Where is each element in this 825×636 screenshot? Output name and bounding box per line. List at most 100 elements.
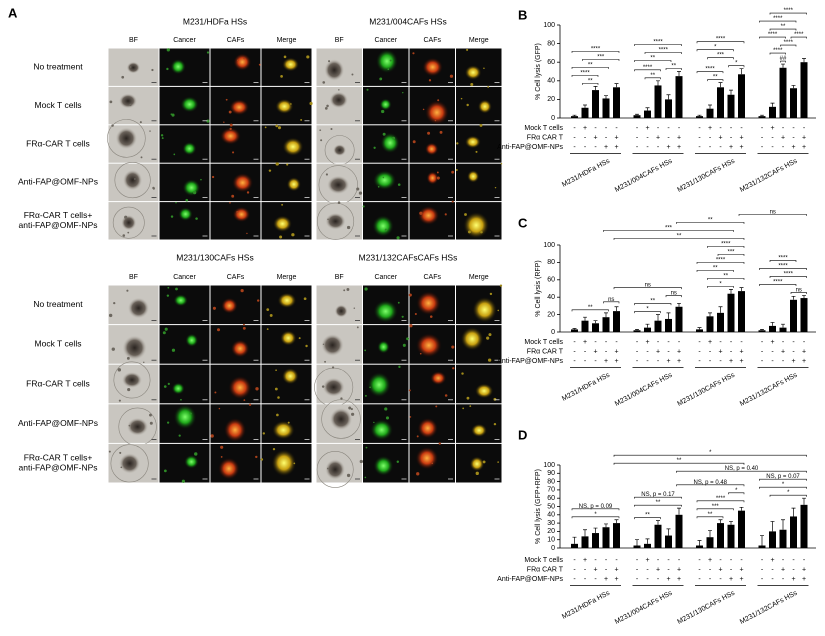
condition-sign: + — [781, 566, 785, 573]
condition-sign: - — [605, 566, 608, 573]
condition-sign: - — [636, 348, 639, 355]
speck — [397, 301, 400, 304]
y-tick-label: 60 — [547, 495, 555, 502]
error-bar — [718, 82, 723, 88]
significance-bracket — [676, 222, 745, 224]
panel-label: B — [518, 7, 527, 22]
spheroid — [127, 297, 150, 319]
panel-label: C — [518, 215, 528, 230]
speck — [369, 386, 371, 389]
condition-sign: - — [615, 125, 618, 132]
spheroid — [426, 171, 439, 185]
bar — [706, 316, 714, 332]
condition-sign: - — [646, 358, 649, 365]
speck — [236, 210, 239, 214]
condition-sign: - — [792, 339, 795, 346]
condition-sign: + — [666, 358, 670, 365]
speck — [381, 109, 385, 114]
error-bar — [583, 529, 587, 537]
significance-bracket — [707, 79, 724, 82]
speck — [428, 79, 432, 82]
significance-label: ** — [671, 63, 676, 69]
condition-sign: + — [677, 576, 681, 583]
bar — [644, 543, 651, 548]
bar — [800, 504, 808, 548]
speck — [248, 403, 252, 406]
spheroid — [228, 375, 252, 400]
panel-title: M231/004CAFs HSs — [369, 16, 446, 26]
speck — [469, 405, 472, 408]
speck — [229, 201, 231, 204]
condition-sign: + — [593, 348, 597, 355]
row-label: FRα-CAR T cells+ — [24, 452, 93, 462]
significance-bracket — [738, 214, 807, 216]
bar — [696, 329, 703, 332]
condition-name: FRα CAR T — [527, 566, 564, 573]
speck — [276, 413, 279, 417]
significance-bracket — [634, 504, 682, 507]
condition-sign: - — [698, 566, 701, 573]
error-bar — [781, 519, 785, 530]
micrograph — [316, 285, 362, 325]
significance-label: **** — [778, 255, 788, 261]
condition-sign: - — [573, 348, 576, 355]
spheroid — [233, 53, 252, 71]
error-bar — [697, 540, 702, 546]
spheroid — [417, 205, 440, 225]
speck — [149, 130, 151, 132]
spheroid — [334, 304, 348, 318]
error-bar — [770, 521, 775, 532]
significance-label: ** — [588, 78, 593, 84]
spheroid — [379, 98, 392, 111]
error-bar — [718, 306, 723, 313]
condition-sign: - — [771, 566, 774, 573]
significance-bracket — [634, 44, 682, 46]
bar — [790, 299, 797, 332]
bar — [633, 330, 641, 332]
condition-sign: + — [614, 144, 618, 151]
bar — [613, 87, 620, 118]
spheroid — [321, 333, 344, 357]
speck — [275, 124, 279, 128]
significance-bracket — [707, 246, 745, 248]
speck — [319, 129, 322, 132]
significance-label: **** — [716, 257, 726, 263]
speck — [246, 232, 248, 235]
speck — [470, 83, 474, 87]
micrograph — [456, 163, 502, 202]
bar — [654, 85, 662, 118]
y-tick-label: 50 — [547, 503, 555, 510]
speck — [373, 146, 376, 149]
significance-bracket — [571, 516, 620, 519]
speck — [161, 137, 164, 140]
speck — [122, 234, 126, 237]
bar — [665, 99, 672, 118]
condition-sign: - — [667, 125, 670, 132]
spheroid — [232, 173, 254, 193]
spheroid — [463, 211, 490, 239]
x-tick-label: M231/130CAFs HSs — [676, 589, 736, 625]
speck — [272, 447, 276, 451]
speck — [340, 397, 343, 400]
condition-sign: - — [771, 358, 774, 365]
significance-label: **** — [768, 32, 778, 38]
condition-sign: + — [583, 339, 587, 346]
significance-bracket — [613, 454, 807, 457]
spheroid — [373, 455, 394, 476]
speck — [264, 126, 267, 129]
condition-sign: - — [709, 144, 712, 151]
micrograph — [316, 125, 362, 163]
error-bar — [572, 114, 577, 117]
speck — [274, 387, 278, 391]
bar — [790, 516, 797, 548]
significance-label: ## — [780, 56, 787, 62]
significance-bracket — [665, 295, 682, 298]
speck — [358, 191, 363, 195]
bar — [675, 76, 683, 118]
condition-sign: - — [771, 348, 774, 355]
significance-bracket — [707, 278, 745, 280]
error-bar — [760, 114, 764, 117]
speck — [283, 55, 287, 59]
condition-sign: + — [614, 348, 618, 355]
spheroid — [220, 127, 241, 145]
